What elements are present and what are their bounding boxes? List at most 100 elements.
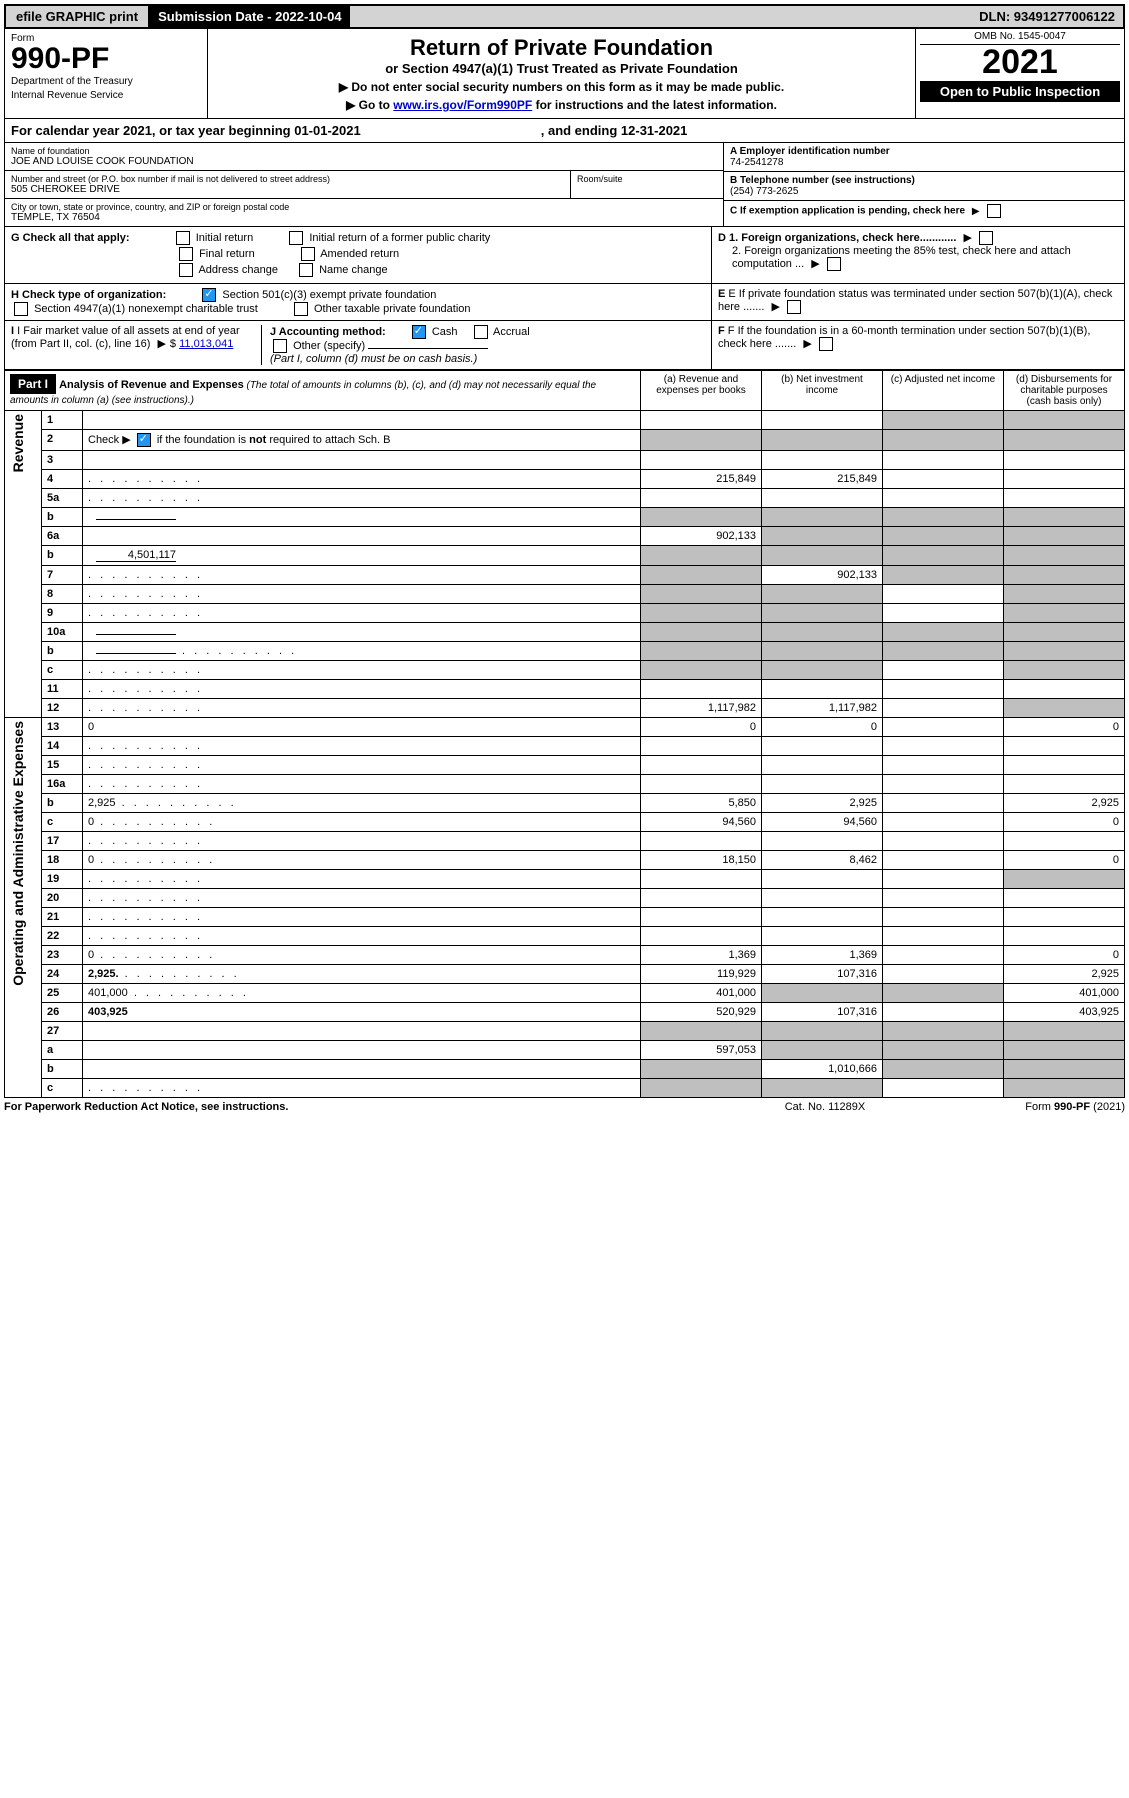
value-cell xyxy=(1004,908,1125,927)
value-cell xyxy=(883,411,1004,430)
line-description: 0 xyxy=(83,946,641,965)
table-row: 18018,1508,4620 xyxy=(5,851,1125,870)
open-to-public: Open to Public Inspection xyxy=(920,81,1120,102)
irs-link[interactable]: www.irs.gov/Form990PF xyxy=(393,98,532,112)
exemption-checkbox[interactable] xyxy=(987,204,1001,218)
cb-501c3[interactable] xyxy=(202,288,216,302)
line-description xyxy=(83,1041,641,1060)
line-number: 17 xyxy=(42,832,83,851)
submission-date: Submission Date - 2022-10-04 xyxy=(150,6,350,27)
value-cell xyxy=(762,642,883,661)
value-cell xyxy=(883,737,1004,756)
table-row: 8 xyxy=(5,585,1125,604)
cb-d1[interactable] xyxy=(979,231,993,245)
line-description xyxy=(83,1060,641,1079)
value-cell xyxy=(1004,604,1125,623)
line-number: 27 xyxy=(42,1022,83,1041)
line-number: c xyxy=(42,1079,83,1098)
calendar-year-row: For calendar year 2021, or tax year begi… xyxy=(4,119,1125,143)
cb-name-change[interactable] xyxy=(299,263,313,277)
line-description: 0 xyxy=(83,851,641,870)
cb-initial-return[interactable] xyxy=(176,231,190,245)
value-cell xyxy=(883,1079,1004,1098)
line-number: 7 xyxy=(42,566,83,585)
value-cell: 119,929 xyxy=(641,965,762,984)
form-number: 990-PF xyxy=(11,44,201,74)
part1-table: Part I Analysis of Revenue and Expenses … xyxy=(4,370,1125,1098)
cb-address-change[interactable] xyxy=(179,263,193,277)
line-number: b xyxy=(42,1060,83,1079)
line-number: 21 xyxy=(42,908,83,927)
foundation-name: JOE AND LOUISE COOK FOUNDATION xyxy=(11,156,717,167)
table-row: 2301,3691,3690 xyxy=(5,946,1125,965)
table-row: 121,117,9821,117,982 xyxy=(5,699,1125,718)
table-row: 6a902,133 xyxy=(5,527,1125,546)
cb-accrual[interactable] xyxy=(474,325,488,339)
line-number: c xyxy=(42,661,83,680)
cb-sch-b[interactable] xyxy=(137,433,151,447)
value-cell xyxy=(1004,889,1125,908)
cb-e[interactable] xyxy=(787,300,801,314)
revenue-side-label: Revenue xyxy=(10,414,26,472)
value-cell: 1,010,666 xyxy=(762,1060,883,1079)
j-note: (Part I, column (d) must be on cash basi… xyxy=(270,353,705,365)
line-description xyxy=(83,889,641,908)
value-cell: 902,133 xyxy=(762,566,883,585)
value-cell xyxy=(883,546,1004,566)
cb-cash[interactable] xyxy=(412,325,426,339)
city-state-zip: TEMPLE, TX 76504 xyxy=(11,212,717,223)
value-cell xyxy=(1004,470,1125,489)
value-cell xyxy=(1004,642,1125,661)
value-cell xyxy=(641,1079,762,1098)
table-row: 27 xyxy=(5,1022,1125,1041)
paperwork-notice: For Paperwork Reduction Act Notice, see … xyxy=(4,1101,725,1113)
table-row: 242,925.119,929107,3162,925 xyxy=(5,965,1125,984)
form-ref: Form 990-PF (2021) xyxy=(925,1101,1125,1113)
table-row: 9 xyxy=(5,604,1125,623)
line-number: a xyxy=(42,1041,83,1060)
note-ssn: ▶ Do not enter social security numbers o… xyxy=(214,80,909,94)
value-cell xyxy=(883,451,1004,470)
cb-d2[interactable] xyxy=(827,257,841,271)
value-cell xyxy=(883,775,1004,794)
table-row: 4215,849215,849 xyxy=(5,470,1125,489)
fmv-value[interactable]: 11,013,041 xyxy=(179,338,233,350)
efile-print-button[interactable]: efile GRAPHIC print xyxy=(6,6,150,27)
value-cell xyxy=(1004,737,1125,756)
cb-f[interactable] xyxy=(819,337,833,351)
street-address: 505 CHEROKEE DRIVE xyxy=(11,184,564,195)
line-description xyxy=(83,604,641,623)
value-cell xyxy=(883,1022,1004,1041)
line-description xyxy=(83,642,641,661)
value-cell: 0 xyxy=(641,718,762,737)
cb-4947[interactable] xyxy=(14,302,28,316)
line-description xyxy=(83,737,641,756)
cb-other-method[interactable] xyxy=(273,339,287,353)
value-cell xyxy=(883,946,1004,965)
table-row: 17 xyxy=(5,832,1125,851)
value-cell xyxy=(883,756,1004,775)
value-cell xyxy=(883,1060,1004,1079)
value-cell: 0 xyxy=(1004,813,1125,832)
cb-final-return[interactable] xyxy=(179,247,193,261)
value-cell xyxy=(1004,775,1125,794)
cb-initial-former[interactable] xyxy=(289,231,303,245)
value-cell xyxy=(762,775,883,794)
value-cell xyxy=(883,470,1004,489)
value-cell: 94,560 xyxy=(641,813,762,832)
value-cell xyxy=(762,756,883,775)
line-number: 1 xyxy=(42,411,83,430)
line-description xyxy=(83,470,641,489)
value-cell xyxy=(641,623,762,642)
value-cell xyxy=(1004,832,1125,851)
value-cell xyxy=(641,680,762,699)
cb-amended[interactable] xyxy=(301,247,315,261)
line-number: 4 xyxy=(42,470,83,489)
cb-other-taxable[interactable] xyxy=(294,302,308,316)
value-cell: 1,117,982 xyxy=(641,699,762,718)
value-cell xyxy=(762,451,883,470)
value-cell xyxy=(641,585,762,604)
line-description xyxy=(83,585,641,604)
value-cell xyxy=(641,508,762,527)
value-cell xyxy=(883,984,1004,1003)
